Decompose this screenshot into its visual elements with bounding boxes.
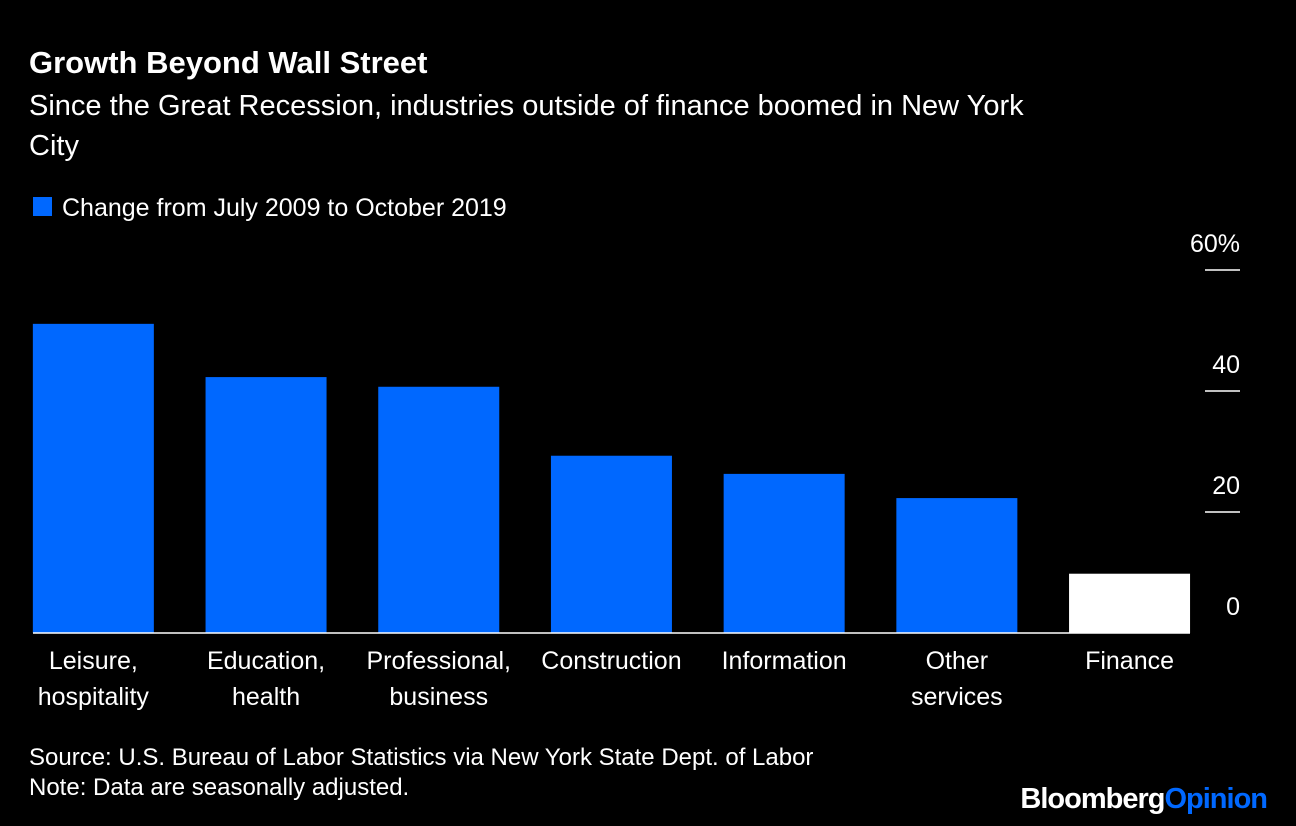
logo-brand: Bloomberg [1020,783,1164,815]
x-tick-label: Construction [541,647,681,675]
legend-swatch [33,197,52,216]
y-tick-label: 20 [1212,472,1240,500]
x-tick-label: Professional, business [366,647,511,711]
bar [723,473,845,633]
x-tick-label: Leisure, hospitality [38,647,150,711]
bar [1069,573,1191,633]
x-tick-label: Other services [911,647,1003,711]
bar [896,498,1018,633]
x-tick-label: Education, health [207,647,325,711]
chart-subtitle: Since the Great Recession, industries ou… [29,90,1024,162]
logo-suffix: Opinion [1164,783,1267,815]
x-tick-label: Information [722,647,847,675]
bar [378,386,500,633]
y-tick-label: 40 [1212,351,1240,379]
x-tick-label: Finance [1085,647,1174,675]
bar [32,323,154,633]
note: Note: Data are seasonally adjusted. [29,774,409,801]
logo: BloombergOpinion [1020,783,1267,815]
y-tick-label: 0 [1226,593,1240,621]
bar [205,377,327,633]
bar [550,455,672,633]
chart-title: Growth Beyond Wall Street [29,45,427,80]
y-tick-label: 60% [1190,230,1240,258]
legend-label: Change from July 2009 to October 2019 [62,194,507,222]
source: Source: U.S. Bureau of Labor Statistics … [29,744,813,771]
